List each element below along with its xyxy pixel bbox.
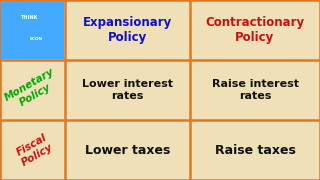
Text: Raise interest
rates: Raise interest rates (212, 79, 299, 101)
Text: Lower interest
rates: Lower interest rates (82, 79, 173, 101)
Text: Lower taxes: Lower taxes (85, 143, 170, 156)
Text: ECON: ECON (29, 37, 42, 41)
Text: THINK: THINK (21, 15, 38, 20)
Text: Contractionary
Policy: Contractionary Policy (205, 16, 305, 44)
Bar (1, 1, 64, 59)
Text: Fiscal
Policy: Fiscal Policy (14, 132, 55, 168)
Text: Expansionary
Policy: Expansionary Policy (83, 16, 172, 44)
Text: Monetary
Policy: Monetary Policy (3, 67, 62, 113)
Text: Raise taxes: Raise taxes (215, 143, 295, 156)
